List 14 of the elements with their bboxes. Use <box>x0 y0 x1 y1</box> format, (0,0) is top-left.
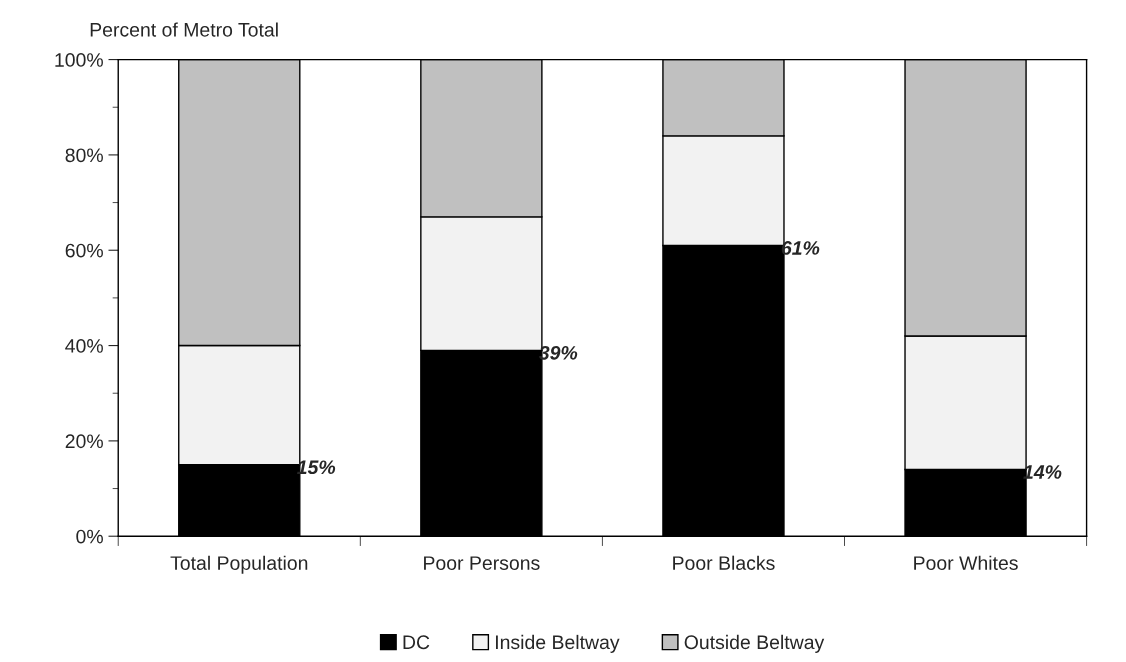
legend-label: Outside Beltway <box>684 634 825 653</box>
x-tick-label: Poor Persons <box>424 556 540 570</box>
y-tick-label: 0% <box>76 529 103 544</box>
y-tick-label: 60% <box>65 243 103 258</box>
y-tick-label: 100% <box>55 53 103 67</box>
x-tick-label: Total Population <box>170 555 308 574</box>
y-tick-label: 40% <box>65 339 103 353</box>
legend-label: Inside Beltway <box>496 634 620 653</box>
y-tick-label: 20% <box>65 434 103 449</box>
x-tick-label: Poor Whites <box>914 555 1018 570</box>
y-axis-title: Percent of Metro Total <box>90 22 278 37</box>
x-tick-label: Poor Blacks <box>673 555 775 570</box>
y-tick-label: 80% <box>65 148 103 163</box>
legend-label: DC <box>403 635 430 650</box>
